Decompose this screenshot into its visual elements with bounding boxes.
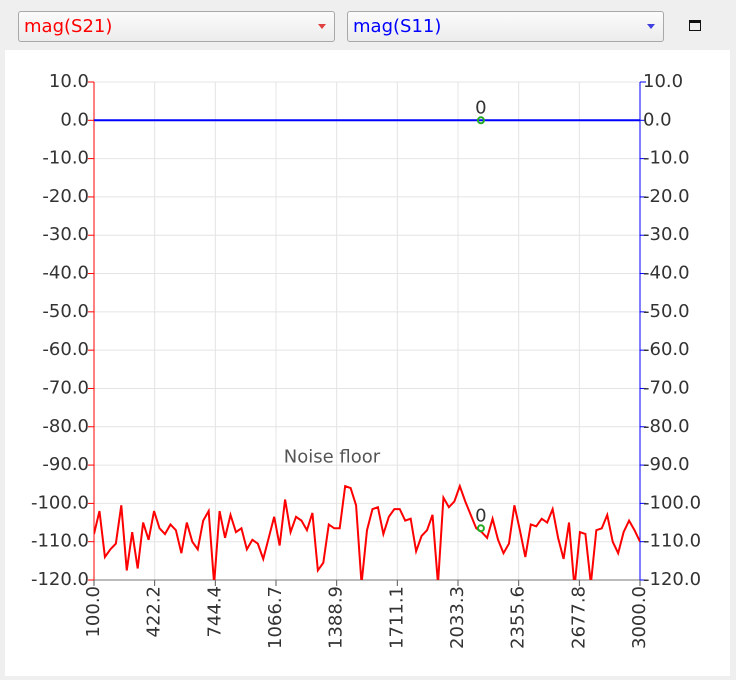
annotation: Noise floor bbox=[284, 446, 381, 467]
y-tick-label: -70.0 bbox=[42, 377, 89, 398]
y-tick-label: -90.0 bbox=[42, 454, 89, 475]
y-tick-label: -20.0 bbox=[42, 186, 89, 207]
y-tick-label: 0.0 bbox=[60, 109, 89, 130]
y2-tick-label: -10.0 bbox=[643, 148, 690, 169]
trace-select-left[interactable]: mag(S21) bbox=[18, 11, 335, 42]
maximize-button[interactable] bbox=[689, 20, 701, 31]
y2-tick-label: -40.0 bbox=[643, 263, 690, 284]
x-tick-label: 100.0 bbox=[83, 586, 104, 638]
y2-tick-label: -30.0 bbox=[643, 224, 690, 245]
y-tick-label: -120.0 bbox=[31, 569, 89, 590]
x-tick-label: 1388.9 bbox=[326, 586, 347, 649]
y2-tick-label: -90.0 bbox=[643, 454, 690, 475]
trace-line bbox=[94, 483, 640, 580]
y2-tick-label: -70.0 bbox=[643, 377, 690, 398]
y2-tick-label: -60.0 bbox=[643, 339, 690, 360]
trace-select-right[interactable]: mag(S11) bbox=[347, 11, 664, 42]
y-tick-label: -30.0 bbox=[42, 224, 89, 245]
y2-tick-label: -100.0 bbox=[643, 492, 701, 513]
y-tick-label: -80.0 bbox=[42, 416, 89, 437]
x-tick-label: 2355.6 bbox=[508, 586, 529, 649]
y-tick-label: 10.0 bbox=[49, 71, 89, 92]
x-tick-label: 3000.0 bbox=[629, 586, 650, 649]
y2-tick-label: -110.0 bbox=[643, 531, 701, 552]
plot-background bbox=[5, 50, 730, 676]
y-tick-label: -100.0 bbox=[31, 492, 89, 513]
trace-select-text: mag(S21) bbox=[24, 16, 113, 37]
x-tick-label: 744.4 bbox=[204, 586, 225, 638]
y-tick-label: -110.0 bbox=[31, 531, 89, 552]
x-tick-label: 1711.1 bbox=[386, 586, 407, 649]
marker bbox=[476, 524, 485, 533]
x-tick-label: 2677.8 bbox=[568, 586, 589, 649]
y-tick-label: -60.0 bbox=[42, 339, 89, 360]
dropdown-arrow bbox=[647, 24, 655, 29]
y-tick-label: -50.0 bbox=[42, 301, 89, 322]
x-tick-label: 1066.7 bbox=[265, 586, 286, 649]
x-tick-label: 422.2 bbox=[144, 586, 165, 638]
marker-label: 0 bbox=[475, 505, 486, 526]
y-tick-label: -40.0 bbox=[42, 263, 89, 284]
y2-tick-label: -20.0 bbox=[643, 186, 690, 207]
y2-tick-label: 0.0 bbox=[643, 109, 672, 130]
y2-tick-label: -50.0 bbox=[643, 301, 690, 322]
marker-label: 0 bbox=[475, 97, 486, 118]
y-tick-label: -10.0 bbox=[42, 148, 89, 169]
y2-tick-label: -120.0 bbox=[643, 569, 701, 590]
x-tick-label: 2033.3 bbox=[447, 586, 468, 649]
trace-select-text: mag(S11) bbox=[353, 16, 442, 37]
dropdown-arrow bbox=[318, 24, 326, 29]
y2-tick-label: 10.0 bbox=[643, 71, 683, 92]
y2-tick-label: -80.0 bbox=[643, 416, 690, 437]
marker bbox=[476, 116, 485, 125]
plot-area bbox=[94, 119, 640, 580]
